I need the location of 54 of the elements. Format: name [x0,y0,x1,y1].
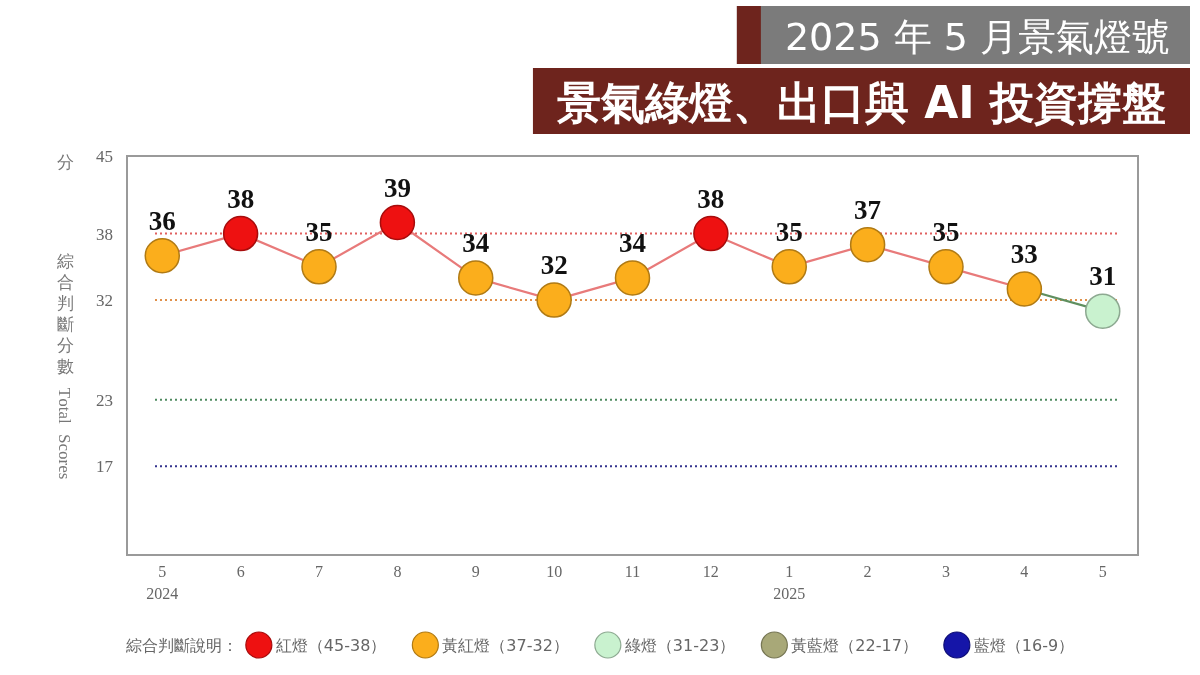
point [458,260,494,296]
x-tick-label: 2 [863,563,872,580]
x-tick-label: 7 [315,563,324,580]
x-tick-label: 10 [546,563,563,580]
y-tick-label: 45 [96,147,113,166]
point [1006,271,1043,307]
data-label: 35 [305,216,333,247]
x-tick-label: 5 [1098,563,1107,580]
x-tick-label: 6 [236,563,245,580]
point [144,238,181,274]
point [849,226,886,263]
chart-subtitle: 景氣綠燈、出口與 AI 投資撐盤 [555,77,1166,128]
point [614,260,651,296]
legend-label: 黃紅燈（37-32） [442,636,569,655]
point [693,215,729,252]
x-tick-label: 9 [471,563,480,580]
x-tick-label: 5 2024 [146,563,179,602]
x-tick-label: 4 [1020,563,1029,580]
point [536,282,572,318]
chart-title: 2025 年 5 月景氣燈號 [784,15,1170,59]
y-tick-label: 38 [96,224,113,244]
point [379,204,416,241]
data-label: 39 [383,172,411,203]
data-label: 35 [775,216,803,247]
legend-label: 綠燈（31-23） [623,636,736,655]
y-tick-label: 23 [96,390,113,410]
y-tick-label: 32 [96,291,113,311]
point [222,215,259,252]
point [771,249,807,285]
data-label: 34 [462,227,490,258]
data-label: 37 [854,194,882,225]
data-label: 38 [697,183,725,214]
y-tick-label: 17 [96,457,114,477]
data-label: 34 [619,227,646,258]
x-tick-label: 8 [393,563,402,580]
x-tick-label: 3 [941,563,950,580]
data-label: 33 [1010,239,1038,269]
legend-title: 綜合判斷說明： [124,636,238,655]
point [1084,293,1121,329]
point [928,249,964,285]
x-tick-label: 11 [624,563,641,580]
point [301,249,337,285]
text: 分 [56,152,74,172]
data-label: 31 [1089,261,1117,292]
x-tick-label: 12 [702,563,719,580]
x-tick-label: 1 2025 [773,563,806,602]
legend-label: 藍燈（16-9） [973,636,1075,655]
text: 綜合判斷分數 Total Scores [55,251,75,480]
data-label: 36 [148,205,176,236]
legend-label: 紅燈（45-38） [275,636,387,655]
legend-label: 黃藍燈（22-17） [791,636,918,655]
data-label: 35 [932,216,960,247]
data-label: 32 [540,250,568,281]
data-label: 38 [227,183,255,214]
